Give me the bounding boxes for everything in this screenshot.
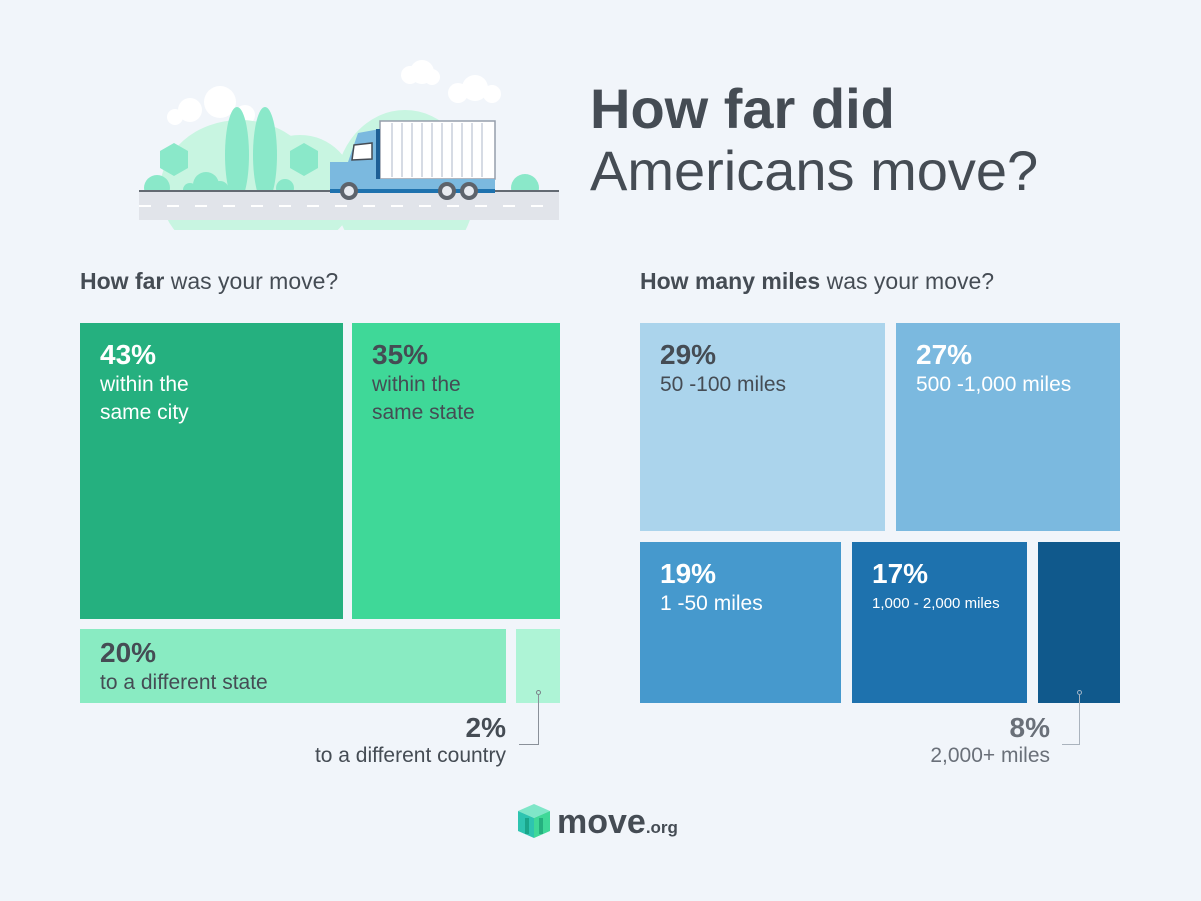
move-org-logo: move .org <box>517 803 678 839</box>
title-line-1: How far did <box>590 77 895 140</box>
tile-1000-2000-miles: 17% 1,000 - 2,000 miles <box>852 542 1027 703</box>
moving-truck-illustration <box>139 60 559 230</box>
leader-dot <box>536 690 541 695</box>
cube-logo-icon <box>518 804 550 838</box>
label-2000-plus-miles: 8% 2,000+ miles <box>930 712 1050 767</box>
miles-chart-title: How many miles was your move? <box>640 268 995 294</box>
leader-line <box>519 695 539 745</box>
tile-500-1000-miles: 27% 500 -1,000 miles <box>896 323 1120 531</box>
tile-50-100-miles: 29% 50 -100 miles <box>640 323 885 531</box>
tile-different-state: 20% to a different state <box>80 629 506 703</box>
title-line-2: Americans move? <box>590 139 1039 202</box>
tile-same-city: 43% within the same city <box>80 323 343 619</box>
logo-text: move <box>557 803 646 841</box>
tile-2000-plus-miles <box>1038 542 1120 703</box>
logo-suffix: .org <box>645 818 678 837</box>
distance-chart-title: How far was your move? <box>80 268 339 294</box>
leader-dot <box>1077 690 1082 695</box>
page-title: How far did Americans move? <box>590 78 1038 202</box>
label-different-country: 2% to a different country <box>314 712 506 767</box>
leader-line <box>1062 695 1080 745</box>
tile-same-state: 35% within the same state <box>352 323 560 619</box>
tile-1-50-miles: 19% 1 -50 miles <box>640 542 841 703</box>
